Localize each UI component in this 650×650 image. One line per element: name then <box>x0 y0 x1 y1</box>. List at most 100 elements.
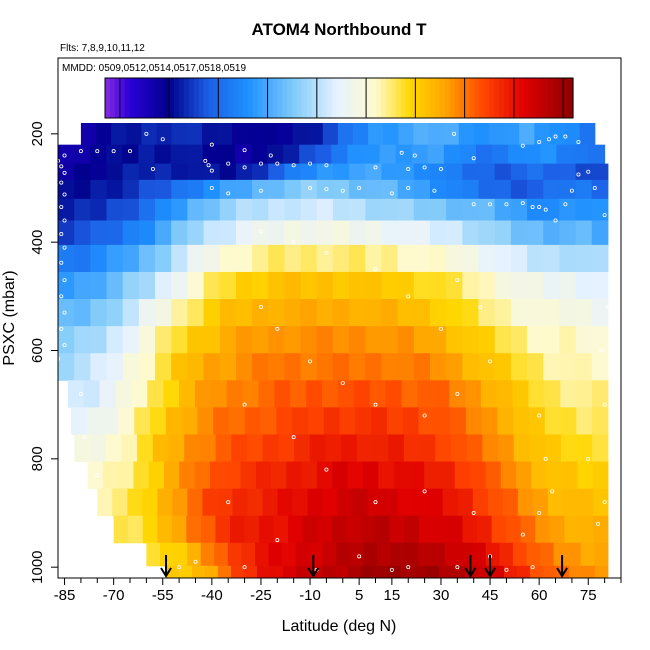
heatmap-cell <box>235 326 253 354</box>
heatmap-cell <box>365 271 382 300</box>
observation-point <box>324 250 329 255</box>
heatmap-cell <box>365 220 382 246</box>
observation-point <box>455 391 460 396</box>
observation-point <box>586 456 591 461</box>
heatmap-cell <box>592 488 609 517</box>
observation-point <box>242 148 247 153</box>
heatmap-cell <box>235 163 253 181</box>
heatmap-cell <box>429 220 447 246</box>
heatmap-cell <box>332 244 350 273</box>
heatmap-cell <box>490 565 505 578</box>
heatmap-cell <box>534 123 550 146</box>
heatmap-cell <box>527 299 544 327</box>
observation-point <box>340 188 345 193</box>
heatmap-cell <box>334 565 349 578</box>
heatmap-cell <box>478 179 496 200</box>
colorbar-segment <box>331 78 338 118</box>
heatmap-cell <box>494 198 512 221</box>
heatmap-cell <box>424 461 441 490</box>
colorbar-segment <box>287 78 293 118</box>
heatmap-cell <box>363 542 378 567</box>
heatmap-cell <box>543 220 560 246</box>
heatmap-cell <box>527 179 544 200</box>
colorbar-segment <box>183 78 190 118</box>
heatmap-cell <box>462 163 480 181</box>
colorbar-segment <box>508 78 515 118</box>
heatmap-cell <box>412 565 427 578</box>
heatmap-cell <box>227 542 242 567</box>
heatmap-cell <box>562 488 579 517</box>
heatmap-cell <box>378 461 395 490</box>
heatmap-cell <box>446 299 463 327</box>
heatmap-cell <box>543 326 560 354</box>
colorbar-segment <box>439 78 446 118</box>
colorbar-segment <box>484 78 490 118</box>
observation-point <box>128 149 133 154</box>
heatmap-cell <box>535 515 551 544</box>
heatmap-cell <box>268 244 285 273</box>
colorbar-segment <box>173 78 180 118</box>
heatmap-cell <box>593 515 609 544</box>
heatmap-cell <box>413 271 431 300</box>
heatmap-cell <box>462 353 480 381</box>
heatmap-cell <box>591 179 609 200</box>
heatmap-cell <box>543 163 560 181</box>
heatmap-cell <box>429 271 447 300</box>
heatmap-cell <box>494 163 512 181</box>
colorbar-segment <box>356 78 362 118</box>
observation-point <box>324 467 329 472</box>
heatmap-cell <box>235 353 253 381</box>
heatmap-cell <box>528 380 545 408</box>
colorbar-segment <box>390 78 397 118</box>
colorbar-segment <box>164 78 170 118</box>
colorbar-segment <box>154 78 160 118</box>
heatmap-cell <box>90 244 108 273</box>
heatmap-cell <box>122 353 140 381</box>
heatmap-cell <box>419 434 436 463</box>
heatmap-cell <box>459 144 477 165</box>
heatmap-cell <box>231 434 248 463</box>
heatmap-cell <box>300 353 318 381</box>
heatmap-cell <box>282 565 297 578</box>
colorbar-segment <box>282 78 288 118</box>
heatmap-cell <box>381 163 399 181</box>
heatmap-cell <box>242 380 259 408</box>
heatmap-cell <box>186 123 203 146</box>
heatmap-cell <box>246 434 264 463</box>
x-tick-label: 75 <box>580 587 597 604</box>
x-tick-label: -55 <box>152 587 174 604</box>
heatmap-cell <box>355 407 372 435</box>
heatmap-cell <box>300 326 318 354</box>
heatmap-cell <box>379 144 397 165</box>
observation-point <box>203 158 208 163</box>
heatmap-cell <box>446 244 463 273</box>
heatmap-cell <box>80 123 97 146</box>
colorbar-segment <box>405 78 412 118</box>
heatmap-cell <box>462 326 480 354</box>
heatmap-cell <box>90 198 108 221</box>
heatmap-cell <box>277 123 294 146</box>
colorbar-segment <box>193 78 200 118</box>
heatmap-cell <box>307 123 324 146</box>
heatmap-cell <box>381 179 399 200</box>
heatmap-cell <box>271 461 287 490</box>
heatmap-cell <box>58 353 75 381</box>
heatmap-cell <box>284 163 302 181</box>
observation-point <box>422 489 427 494</box>
heatmap-cell <box>543 353 560 381</box>
heatmap-cell <box>171 198 188 221</box>
heatmap-cell <box>138 326 156 354</box>
heatmap-cell <box>418 515 434 544</box>
heatmap-cell <box>559 326 577 354</box>
heatmap-cell <box>268 542 283 567</box>
colorbar-segment <box>218 78 224 118</box>
heatmap-cell <box>218 565 232 578</box>
observation-point <box>488 359 493 364</box>
heatmap-cell <box>235 244 253 273</box>
heatmap-cell <box>241 542 256 567</box>
heatmap-cell <box>106 326 124 354</box>
heatmap-cell <box>218 144 236 165</box>
arrow-head <box>160 567 172 578</box>
heatmap-cell <box>385 380 402 408</box>
heatmap-cell <box>579 123 596 146</box>
